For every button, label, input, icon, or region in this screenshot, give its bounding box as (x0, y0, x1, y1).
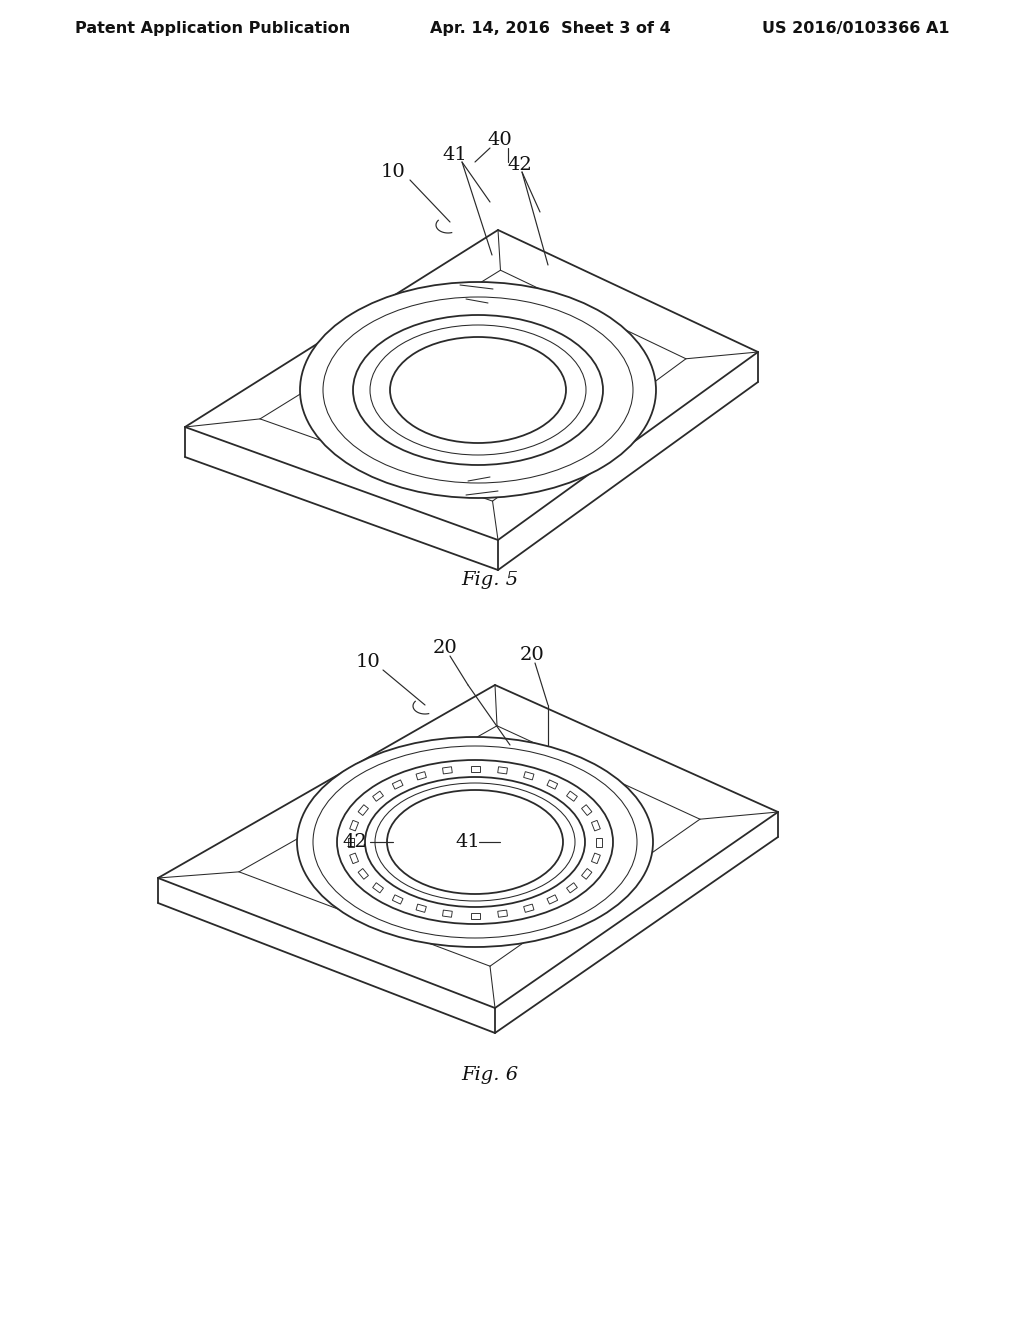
Ellipse shape (353, 315, 603, 465)
Polygon shape (592, 820, 600, 830)
Text: 10: 10 (381, 162, 406, 181)
Polygon shape (498, 909, 508, 917)
Polygon shape (373, 883, 383, 892)
Polygon shape (158, 685, 778, 1008)
Text: 40: 40 (487, 131, 512, 149)
Text: Patent Application Publication: Patent Application Publication (75, 21, 350, 36)
Polygon shape (392, 780, 403, 789)
Polygon shape (495, 812, 778, 1034)
Polygon shape (416, 904, 426, 912)
Polygon shape (358, 869, 369, 879)
Polygon shape (498, 767, 508, 774)
Polygon shape (349, 853, 358, 863)
Polygon shape (416, 772, 426, 780)
Polygon shape (523, 904, 534, 912)
Polygon shape (566, 791, 578, 801)
Text: Fig. 6: Fig. 6 (462, 1067, 518, 1084)
Polygon shape (373, 791, 383, 801)
Ellipse shape (390, 337, 566, 444)
Ellipse shape (370, 325, 586, 455)
Ellipse shape (300, 282, 656, 498)
Polygon shape (470, 766, 479, 771)
Polygon shape (470, 912, 479, 919)
Text: US 2016/0103366 A1: US 2016/0103366 A1 (763, 21, 950, 36)
Polygon shape (185, 426, 498, 570)
Text: Fig. 5: Fig. 5 (462, 572, 518, 589)
Text: 20: 20 (432, 639, 458, 657)
Polygon shape (158, 878, 495, 1034)
Text: 42: 42 (508, 156, 532, 174)
Polygon shape (547, 780, 558, 789)
Ellipse shape (313, 746, 637, 939)
Polygon shape (442, 767, 453, 774)
Text: 42: 42 (343, 833, 368, 851)
Polygon shape (392, 895, 403, 904)
Polygon shape (358, 805, 369, 816)
Polygon shape (348, 837, 354, 846)
Ellipse shape (337, 760, 613, 924)
Polygon shape (523, 772, 534, 780)
Ellipse shape (323, 297, 633, 483)
Ellipse shape (375, 783, 575, 902)
Polygon shape (582, 805, 592, 816)
Ellipse shape (297, 737, 653, 946)
Ellipse shape (387, 789, 563, 894)
Polygon shape (596, 837, 602, 846)
Polygon shape (442, 909, 453, 917)
Polygon shape (592, 853, 600, 863)
Ellipse shape (365, 777, 585, 907)
Text: 41: 41 (456, 833, 480, 851)
Polygon shape (349, 820, 358, 830)
Text: 10: 10 (355, 653, 380, 671)
Polygon shape (582, 869, 592, 879)
Text: 41: 41 (442, 147, 467, 164)
Text: Apr. 14, 2016  Sheet 3 of 4: Apr. 14, 2016 Sheet 3 of 4 (430, 21, 671, 36)
Polygon shape (498, 352, 758, 570)
Polygon shape (185, 230, 758, 540)
Polygon shape (547, 895, 558, 904)
Text: 20: 20 (519, 645, 545, 664)
Polygon shape (566, 883, 578, 892)
